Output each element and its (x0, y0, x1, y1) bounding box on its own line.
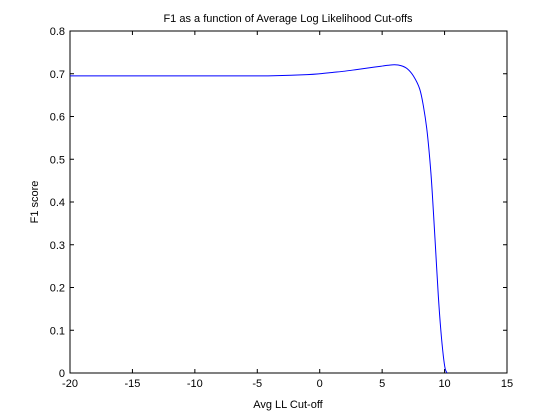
x-tick-label: -10 (187, 378, 203, 390)
series-layer (70, 64, 448, 374)
x-tick-label: -5 (252, 378, 262, 390)
y-tick-label: 0.3 (50, 240, 65, 252)
y-tick-label: 0.8 (50, 26, 65, 38)
y-axis: 0 0.1 0.2 0.3 0.4 0.5 0.6 0.7 0.8 (50, 26, 507, 380)
plot-area (69, 30, 508, 374)
x-tick-label: 10 (438, 378, 450, 390)
x-tick-label: 0 (317, 378, 323, 390)
y-axis-label: F1 score (29, 181, 41, 224)
y-tick-label: 0.2 (50, 283, 65, 295)
y-tick-label: 0.4 (50, 197, 65, 209)
series-line (70, 64, 448, 374)
x-tick-label: -15 (124, 378, 140, 390)
y-tick-label: 0 (59, 368, 65, 380)
x-tick-label: 5 (379, 378, 385, 390)
x-tick-label: 15 (501, 378, 513, 390)
x-axis-label: Avg LL Cut-off (253, 399, 323, 411)
x-axis: -20 -15 -10 -5 0 5 10 15 (62, 31, 513, 390)
y-tick-label: 0.6 (50, 112, 65, 124)
y-tick-label: 0.5 (50, 154, 65, 166)
chart-title: F1 as a function of Average Log Likeliho… (163, 13, 413, 25)
y-tick-label: 0.7 (50, 69, 65, 81)
x-tick-label: -20 (62, 378, 78, 390)
y-tick-label: 0.1 (50, 325, 65, 337)
